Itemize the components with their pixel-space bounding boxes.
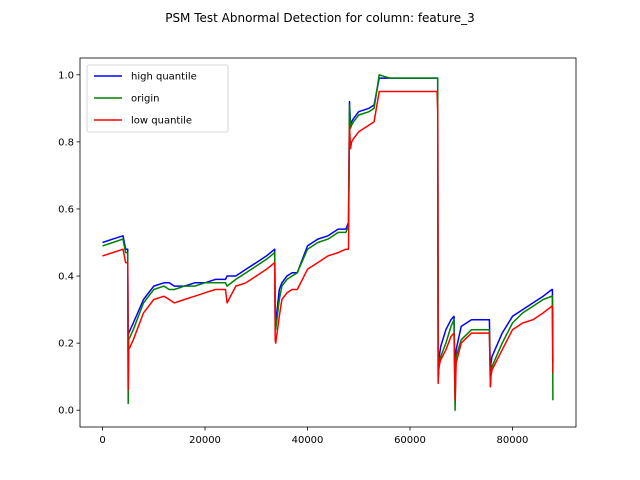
x-tick-label: 0 (99, 435, 105, 446)
x-tick-label: 80000 (497, 435, 529, 446)
series-line-0 (102, 77, 554, 395)
y-tick-label: 0.4 (58, 272, 74, 283)
plot-frame (79, 57, 577, 428)
y-tick-label: 1.0 (58, 70, 74, 81)
legend-label-0: high quantile (131, 72, 197, 83)
y-tick-label: 0.0 (58, 406, 74, 417)
x-tick-label: 60000 (394, 435, 426, 446)
x-tick-label: 40000 (292, 435, 324, 446)
legend-box (86, 64, 229, 133)
series-layer (102, 74, 554, 411)
legend-label-2: low quantile (131, 116, 192, 127)
y-tick-label: 0.8 (58, 137, 74, 148)
series-line-1 (102, 74, 554, 411)
legend: high quantile origin low quantile (86, 64, 229, 133)
y-axis: 0.0 0.2 0.4 0.6 0.8 1.0 (58, 70, 80, 417)
x-axis: 0 20000 40000 60000 80000 (99, 427, 528, 446)
x-tick-label: 20000 (189, 435, 221, 446)
y-tick-label: 0.2 (58, 339, 74, 350)
legend-label-1: origin (131, 94, 159, 105)
y-tick-label: 0.6 (58, 204, 74, 215)
series-line-2 (102, 90, 554, 401)
chart-title: PSM Test Abnormal Detection for column: … (165, 11, 475, 25)
